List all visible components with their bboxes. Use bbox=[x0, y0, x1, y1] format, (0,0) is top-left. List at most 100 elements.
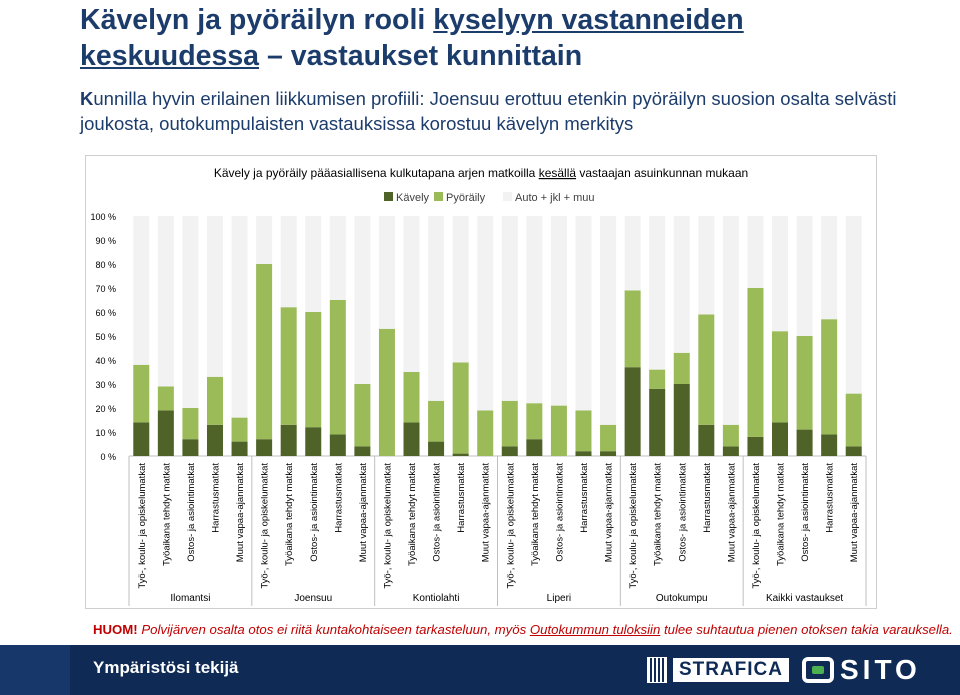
group-label: Ilomantsi bbox=[170, 593, 210, 604]
bar-segment-1 bbox=[624, 367, 641, 456]
bar-segment-1 bbox=[133, 422, 150, 456]
y-tick-label: 40 % bbox=[95, 356, 116, 366]
y-tick-label: 70 % bbox=[95, 284, 116, 294]
x-tick-label: Työ-, koulu- ja opiskelumatkat bbox=[382, 463, 393, 589]
y-tick-label: 10 % bbox=[95, 428, 116, 438]
bar-segment-3 bbox=[772, 216, 789, 332]
y-tick-label: 20 % bbox=[95, 404, 116, 414]
bar-segment-3 bbox=[501, 216, 518, 401]
bar-segment-1 bbox=[526, 439, 543, 456]
bar-segment-1 bbox=[280, 424, 297, 456]
x-tick-label: Muut vapaa-ajanmatkat bbox=[849, 463, 860, 563]
bar-segment-3 bbox=[182, 216, 199, 408]
bar-segment-1 bbox=[231, 441, 248, 456]
bar-segment-1 bbox=[354, 446, 371, 456]
x-tick-label: Harrastusmatkat bbox=[702, 463, 713, 533]
bar-segment-3 bbox=[403, 216, 420, 372]
bar-segment-1 bbox=[673, 384, 690, 456]
bar-segment-2 bbox=[649, 369, 666, 389]
x-tick-label: Muut vapaa-ajanmatkat bbox=[481, 463, 492, 563]
bar-segment-1 bbox=[206, 424, 223, 456]
bar-segment-2 bbox=[428, 400, 445, 442]
bar-segment-3 bbox=[206, 216, 223, 377]
x-tick-label: Työaikana tehdyt matkat bbox=[776, 463, 787, 566]
legend-swatch-2 bbox=[434, 192, 443, 201]
bar-segment-3 bbox=[329, 216, 346, 300]
bar-segment-3 bbox=[157, 216, 174, 387]
bar-segment-2 bbox=[722, 424, 739, 447]
bar-segment-3 bbox=[428, 216, 445, 401]
bar-segment-3 bbox=[354, 216, 371, 384]
bar-segment-1 bbox=[501, 446, 518, 456]
bar-segment-1 bbox=[772, 422, 789, 456]
bar-segment-1 bbox=[722, 446, 739, 456]
legend-label-3: Auto + jkl + muu bbox=[515, 192, 595, 204]
stacked-bar-chart: Kävely ja pyöräily pääasiallisena kulkut… bbox=[90, 166, 867, 606]
legend-label-1: Kävely bbox=[396, 192, 430, 204]
y-tick-label: 100 % bbox=[90, 212, 116, 222]
bar-segment-2 bbox=[256, 264, 273, 440]
note-text: Polvijärven osalta otos ei riitä kuntako… bbox=[137, 622, 530, 637]
bar-segment-3 bbox=[722, 216, 739, 425]
bar-segment-3 bbox=[698, 216, 715, 315]
y-tick-label: 30 % bbox=[95, 380, 116, 390]
bar-segment-3 bbox=[821, 216, 838, 320]
sito-logo: SITO bbox=[802, 654, 921, 685]
group-label: Joensuu bbox=[294, 593, 332, 604]
sito-logo-text: SITO bbox=[840, 654, 921, 685]
bar-segment-1 bbox=[329, 434, 346, 456]
chart-title-end: vastaajan asuinkunnan mukaan bbox=[576, 166, 748, 180]
bar-segment-3 bbox=[477, 216, 494, 411]
bar-segment-2 bbox=[403, 372, 420, 423]
x-tick-label: Muut vapaa-ajanmatkat bbox=[358, 463, 369, 563]
chart-title-underlined: kesällä bbox=[539, 166, 577, 180]
bar-segment-3 bbox=[305, 216, 322, 312]
bar-segment-3 bbox=[280, 216, 297, 308]
bar-segment-2 bbox=[501, 400, 518, 447]
title-line2: keskuudessa bbox=[80, 40, 260, 72]
x-tick-label: Ostos- ja asiointimatkat bbox=[432, 463, 443, 562]
bar-segment-3 bbox=[452, 216, 469, 363]
chart-title-main: Kävely ja pyöräily pääasiallisena kulkut… bbox=[214, 166, 539, 180]
bar-segment-3 bbox=[747, 216, 764, 288]
bar-segment-2 bbox=[624, 290, 641, 368]
legend-swatch-1 bbox=[384, 192, 393, 201]
x-tick-label: Harrastusmatkat bbox=[579, 463, 590, 533]
bar-segment-2 bbox=[845, 393, 862, 447]
group-label: Outokumpu bbox=[656, 593, 708, 604]
x-tick-label: Harrastusmatkat bbox=[210, 463, 221, 533]
bar-segment-2 bbox=[575, 410, 592, 452]
x-tick-label: Työ-, koulu- ja opiskelumatkat bbox=[505, 463, 516, 589]
x-tick-label: Muut vapaa-ajanmatkat bbox=[235, 463, 246, 563]
chart-frame: Kävely ja pyöräily pääasiallisena kulkut… bbox=[85, 155, 877, 609]
bar-segment-2 bbox=[796, 336, 813, 430]
x-tick-label: Työaikana tehdyt matkat bbox=[407, 463, 418, 566]
bar-segment-1 bbox=[452, 453, 469, 456]
bar-segment-1 bbox=[403, 422, 420, 456]
bar-segment-1 bbox=[428, 441, 445, 456]
bar-segment-2 bbox=[280, 307, 297, 425]
x-tick-label: Ostos- ja asiointimatkat bbox=[309, 463, 320, 562]
bar-segment-1 bbox=[649, 388, 666, 456]
note-bold: HUOM! bbox=[93, 622, 138, 637]
bar-segment-2 bbox=[526, 403, 543, 440]
bar-segment-3 bbox=[526, 216, 543, 404]
y-tick-label: 90 % bbox=[95, 236, 116, 246]
slide-subtitle: Kunnilla hyvin erilainen liikkumisen pro… bbox=[80, 86, 950, 136]
bar-segment-2 bbox=[133, 364, 150, 423]
bar-segment-2 bbox=[378, 328, 395, 456]
bar-segment-3 bbox=[550, 216, 567, 406]
bar-segment-2 bbox=[452, 362, 469, 454]
bar-segment-1 bbox=[157, 410, 174, 456]
bar-segment-1 bbox=[305, 427, 322, 456]
bar-segment-2 bbox=[477, 410, 494, 456]
group-label: Kaikki vastaukset bbox=[766, 593, 843, 604]
bar-segment-2 bbox=[182, 408, 199, 440]
bar-segment-2 bbox=[157, 386, 174, 411]
note-end: tulee suhtautua pienen otoksen takia var… bbox=[660, 622, 953, 637]
chart-title: Kävely ja pyöräily pääasiallisena kulkut… bbox=[214, 166, 748, 180]
bar-segment-2 bbox=[747, 288, 764, 437]
bar-segment-1 bbox=[747, 436, 764, 456]
x-tick-label: Työ-, koulu- ja opiskelumatkat bbox=[260, 463, 271, 589]
x-tick-label: Harrastusmatkat bbox=[456, 463, 467, 533]
